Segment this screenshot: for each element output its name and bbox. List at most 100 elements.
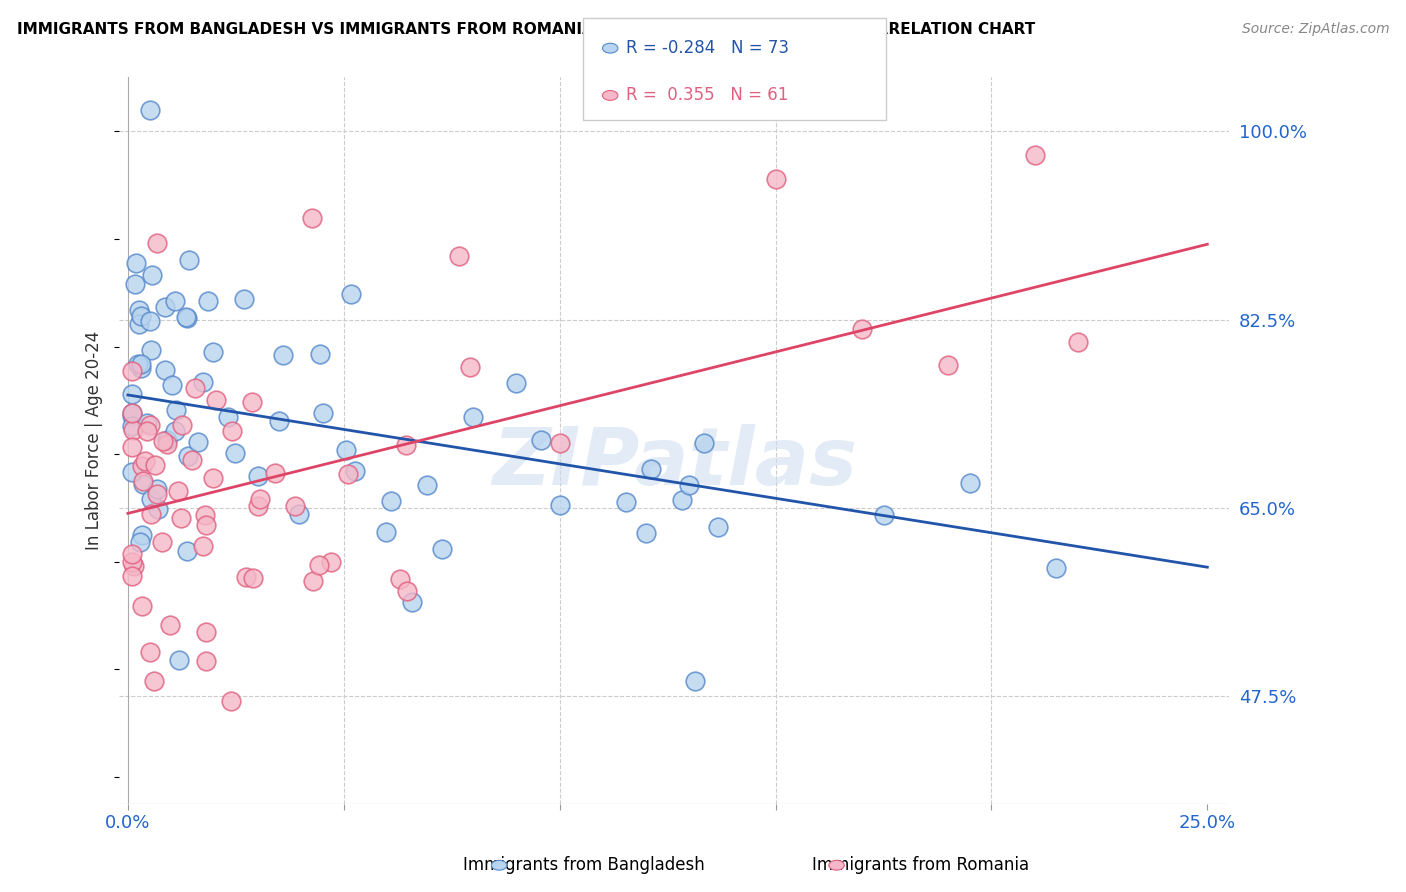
- Point: [232, 292, 254, 306]
- Point: [336, 467, 359, 481]
- Point: [301, 574, 323, 589]
- Point: [143, 674, 166, 689]
- Point: [458, 359, 481, 374]
- Point: [505, 376, 527, 390]
- Point: [872, 508, 894, 523]
- Point: [959, 475, 981, 490]
- Point: [129, 309, 152, 323]
- Point: [447, 249, 470, 263]
- Point: [121, 465, 143, 479]
- Point: [139, 103, 162, 117]
- Point: [121, 568, 143, 582]
- Point: [247, 469, 270, 483]
- Point: [131, 527, 153, 541]
- Point: [375, 525, 398, 540]
- Point: [195, 654, 218, 668]
- Point: [851, 322, 873, 336]
- Point: [139, 507, 162, 521]
- Text: Source: ZipAtlas.com: Source: ZipAtlas.com: [1241, 22, 1389, 37]
- Point: [217, 409, 239, 424]
- Point: [121, 555, 143, 569]
- Point: [193, 539, 215, 553]
- Point: [249, 491, 271, 506]
- Point: [143, 458, 166, 472]
- Point: [179, 252, 201, 267]
- Text: ZIPatlas: ZIPatlas: [492, 424, 856, 501]
- Point: [202, 471, 225, 485]
- Point: [156, 437, 179, 451]
- Text: R =  0.355   N = 61: R = 0.355 N = 61: [626, 87, 787, 104]
- Point: [146, 482, 169, 496]
- Point: [319, 555, 342, 569]
- Text: Immigrants from Romania: Immigrants from Romania: [813, 856, 1029, 874]
- Point: [235, 569, 257, 583]
- Point: [121, 405, 143, 419]
- Point: [139, 645, 162, 659]
- Point: [240, 394, 263, 409]
- Point: [380, 493, 402, 508]
- Point: [1045, 561, 1067, 575]
- Point: [247, 500, 270, 514]
- Point: [195, 625, 218, 640]
- Point: [614, 495, 637, 509]
- Point: [166, 483, 188, 498]
- Point: [159, 618, 181, 632]
- Point: [463, 410, 485, 425]
- Point: [180, 453, 202, 467]
- Point: [124, 277, 146, 291]
- Point: [129, 357, 152, 371]
- Point: [136, 416, 159, 430]
- Point: [152, 434, 174, 448]
- Point: [177, 450, 200, 464]
- Point: [194, 508, 217, 522]
- Point: [205, 392, 228, 407]
- Point: [263, 467, 285, 481]
- Point: [121, 364, 143, 378]
- Point: [219, 693, 242, 707]
- Point: [530, 433, 553, 447]
- Point: [128, 303, 150, 318]
- Point: [121, 440, 143, 454]
- Point: [163, 294, 186, 309]
- Point: [176, 543, 198, 558]
- Point: [430, 541, 453, 556]
- Point: [685, 674, 707, 689]
- Point: [395, 438, 418, 452]
- Point: [197, 294, 219, 309]
- Point: [194, 518, 217, 533]
- Point: [335, 443, 357, 458]
- Point: [141, 492, 163, 507]
- Point: [343, 464, 366, 478]
- Point: [139, 418, 162, 433]
- Point: [131, 599, 153, 613]
- Point: [284, 500, 307, 514]
- Point: [242, 570, 264, 584]
- Point: [160, 378, 183, 392]
- Point: [395, 584, 418, 599]
- Point: [132, 477, 155, 491]
- Point: [176, 311, 198, 326]
- Point: [224, 446, 246, 460]
- Point: [139, 314, 162, 328]
- Point: [288, 507, 311, 521]
- Point: [301, 211, 323, 225]
- Point: [548, 435, 571, 450]
- Y-axis label: In Labor Force | Age 20-24: In Labor Force | Age 20-24: [86, 331, 103, 550]
- Point: [184, 381, 207, 395]
- Point: [339, 287, 361, 301]
- Point: [129, 361, 152, 376]
- Point: [936, 358, 959, 372]
- Point: [401, 595, 423, 609]
- Point: [156, 433, 179, 447]
- Point: [548, 498, 571, 512]
- Point: [765, 171, 787, 186]
- Point: [127, 357, 149, 371]
- Point: [122, 559, 145, 574]
- Point: [165, 403, 187, 417]
- Point: [141, 268, 163, 283]
- Point: [187, 434, 209, 449]
- Point: [128, 317, 150, 331]
- Text: IMMIGRANTS FROM BANGLADESH VS IMMIGRANTS FROM ROMANIA IN LABOR FORCE | AGE 20-24: IMMIGRANTS FROM BANGLADESH VS IMMIGRANTS…: [17, 22, 1035, 38]
- Point: [389, 572, 412, 586]
- Point: [150, 535, 173, 549]
